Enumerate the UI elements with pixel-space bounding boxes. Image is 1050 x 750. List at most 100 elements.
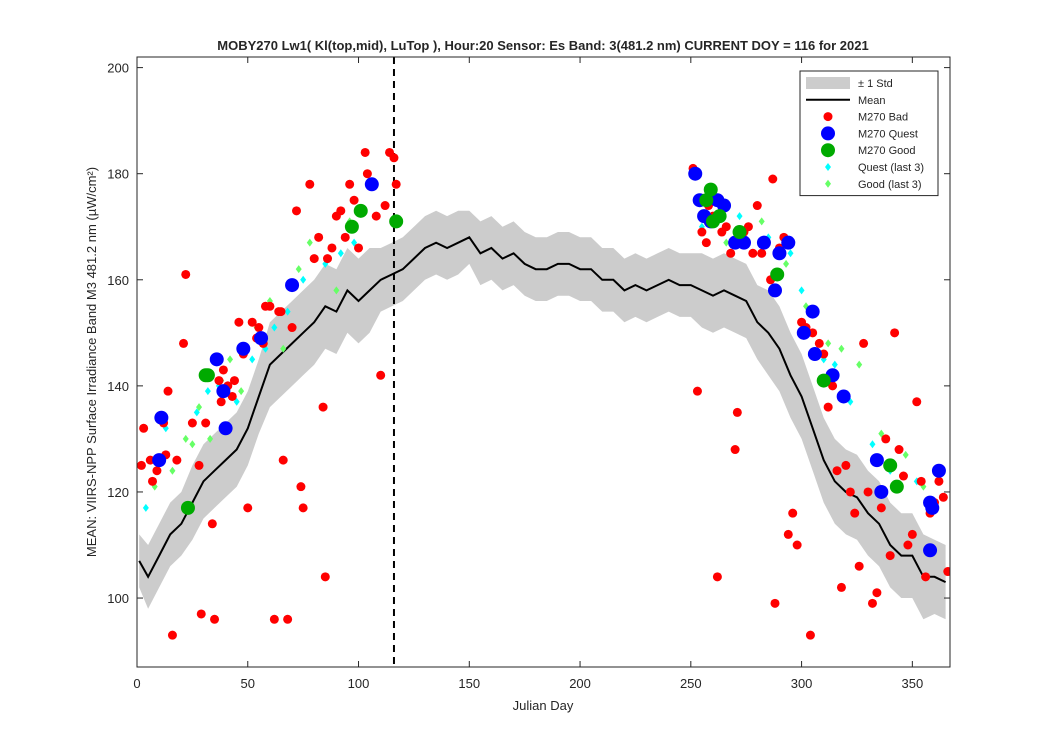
legend-label: ± 1 Std: [858, 78, 893, 90]
good-point: [344, 219, 359, 234]
quest-last3-point: [300, 275, 307, 284]
legend-label: Quest (last 3): [858, 162, 924, 174]
legend-label: Mean: [858, 95, 886, 107]
bad-point: [898, 471, 908, 481]
quest-point: [254, 331, 269, 346]
bad-point: [867, 598, 877, 608]
bad-point: [921, 572, 931, 582]
legend-bad-marker: [823, 112, 833, 122]
good-last3-point: [189, 440, 196, 449]
bad-point: [254, 323, 264, 333]
quest-last3-point: [831, 360, 838, 369]
bad-point: [730, 445, 740, 455]
axes-box: [136, 56, 951, 668]
good-last3-point: [295, 265, 302, 274]
good-point: [353, 203, 368, 218]
y-tick-label: 120: [107, 485, 129, 500]
good-last3-point: [238, 387, 245, 396]
bad-point: [850, 508, 860, 518]
bad-point: [876, 503, 886, 513]
quest-point: [154, 410, 169, 425]
y-tick-label: 160: [107, 273, 129, 288]
bad-point: [283, 614, 293, 624]
good-point: [816, 373, 831, 388]
legend-label: M270 Quest: [858, 128, 918, 140]
std-band: [139, 210, 946, 620]
bad-point: [139, 423, 149, 433]
bad-point: [783, 529, 793, 539]
x-tick-label: 200: [569, 676, 591, 691]
quest-point: [152, 453, 167, 468]
good-point: [889, 479, 904, 494]
x-tick-label: 350: [901, 676, 923, 691]
bad-point: [721, 222, 731, 232]
bad-point: [894, 445, 904, 455]
legend-std-swatch: [806, 77, 850, 89]
bad-point: [380, 201, 390, 211]
bad-point: [314, 232, 324, 242]
bad-point: [726, 248, 736, 258]
quest-point: [781, 235, 796, 250]
bad-point: [269, 614, 279, 624]
y-axis-label: MEAN: VIIRS-NPP Surface Irradiance Band …: [84, 167, 99, 557]
quest-last3-point: [271, 323, 278, 332]
good-point: [712, 209, 727, 224]
bad-point: [320, 572, 330, 582]
good-point: [703, 182, 718, 197]
bad-point: [376, 370, 386, 380]
y-tick-label: 100: [107, 591, 129, 606]
bad-point: [943, 567, 950, 577]
quest-point: [767, 283, 782, 298]
legend-label: Good (last 3): [858, 179, 922, 191]
quest-point: [218, 421, 233, 436]
bad-point: [137, 460, 146, 470]
mean-line: [138, 236, 947, 584]
bad-point: [201, 418, 211, 428]
bad-point: [859, 338, 869, 348]
quest-point: [925, 500, 940, 515]
bad-point: [757, 248, 767, 258]
good-point: [883, 458, 898, 473]
quest-last3-point: [193, 408, 200, 417]
good-last3-point: [825, 339, 832, 348]
x-tick-label: 100: [348, 676, 370, 691]
bad-point: [214, 376, 224, 386]
bad-point: [371, 211, 381, 221]
quest-last3-point: [869, 440, 876, 449]
quest-point: [805, 304, 820, 319]
bad-point: [916, 476, 926, 486]
bad-point: [340, 232, 350, 242]
x-tick-label: 300: [791, 676, 813, 691]
quest-point: [736, 235, 751, 250]
bad-point: [389, 153, 399, 163]
bad-point: [349, 195, 359, 205]
quest-point: [285, 278, 300, 293]
quest-point: [836, 389, 851, 404]
bad-point: [854, 561, 864, 571]
good-last3-point: [902, 450, 909, 459]
bad-point: [828, 381, 838, 391]
good-last3-point: [306, 238, 313, 247]
bad-point: [743, 222, 753, 232]
bad-point: [305, 179, 315, 189]
bad-point: [216, 397, 226, 407]
x-tick-label: 0: [133, 676, 140, 691]
bad-point: [845, 487, 855, 497]
bad-point: [172, 455, 182, 465]
quest-point: [807, 347, 822, 362]
quest-point: [209, 352, 224, 367]
bad-point: [247, 317, 257, 327]
bad-point: [748, 248, 758, 258]
bad-point: [903, 540, 913, 550]
quest-point: [796, 325, 811, 340]
good-point: [699, 193, 714, 208]
bad-point: [752, 201, 762, 211]
good-point: [180, 500, 195, 515]
bad-point: [697, 227, 707, 237]
legend-label: M270 Bad: [858, 112, 908, 124]
bad-point: [276, 307, 286, 317]
quest-last3-point: [736, 212, 743, 221]
bad-point: [885, 551, 895, 561]
bad-point: [167, 630, 177, 640]
bad-point: [832, 466, 842, 476]
